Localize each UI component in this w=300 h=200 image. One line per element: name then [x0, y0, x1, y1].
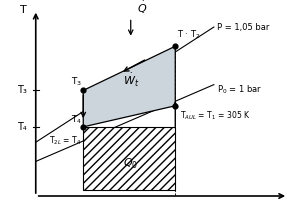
Point — [81, 125, 85, 128]
Text: $\dot{Q}$: $\dot{Q}$ — [137, 0, 147, 16]
Text: T$_{2L}$ = T$_4$: T$_{2L}$ = T$_4$ — [49, 135, 82, 147]
Text: $\dot{Q}_0$: $\dot{Q}_0$ — [123, 154, 138, 171]
Text: T · T$_2$: T · T$_2$ — [177, 29, 200, 41]
Text: $\dot{W}_t$: $\dot{W}_t$ — [122, 72, 139, 89]
Text: P = 1,05 bar: P = 1,05 bar — [217, 23, 269, 32]
Text: T$_4$: T$_4$ — [71, 113, 82, 126]
Text: T₄: T₄ — [17, 122, 27, 132]
Text: P$_0$ = 1 bar: P$_0$ = 1 bar — [217, 83, 262, 96]
Text: T$_{AUL}$ = T$_1$ = 305 K: T$_{AUL}$ = T$_1$ = 305 K — [180, 110, 250, 122]
Point — [173, 104, 178, 107]
Text: T$_3$: T$_3$ — [70, 75, 82, 88]
Bar — [83, 127, 175, 190]
Point — [81, 89, 85, 92]
Text: T₃: T₃ — [17, 85, 27, 95]
Point — [173, 45, 178, 48]
Text: T: T — [20, 5, 27, 15]
Polygon shape — [83, 46, 175, 127]
